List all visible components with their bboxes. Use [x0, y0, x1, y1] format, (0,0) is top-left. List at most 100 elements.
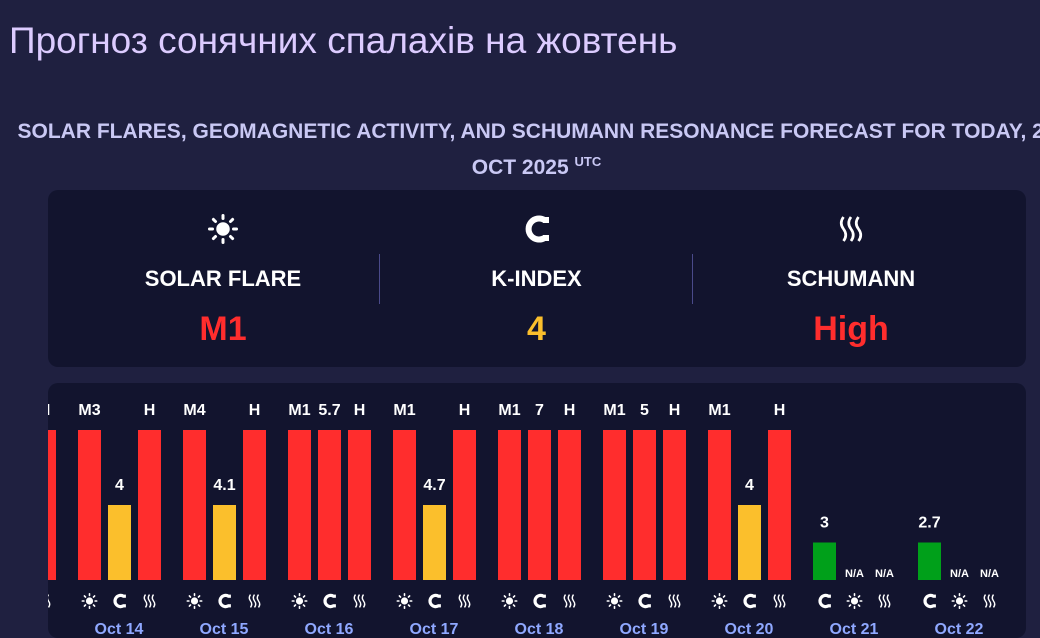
metric-icon	[396, 593, 413, 609]
bar-label: M3	[78, 402, 100, 419]
metric-icon	[606, 593, 623, 609]
metric-icon	[743, 593, 758, 609]
bar	[78, 430, 101, 580]
bar-label: 5.7	[318, 402, 340, 419]
icon	[522, 214, 552, 244]
bar-label: N/A	[845, 568, 864, 580]
summary-value: High	[813, 310, 889, 348]
metric-icon	[923, 593, 938, 609]
divider	[379, 254, 380, 304]
bar	[348, 430, 371, 580]
summary-cell: K-INDEX 4	[380, 190, 693, 367]
bar-label: M1	[288, 402, 310, 419]
bar-label: 7	[535, 402, 544, 419]
metric-icon	[563, 593, 576, 609]
metric-icon	[773, 593, 786, 609]
metric-icon	[353, 593, 366, 609]
bar	[288, 430, 311, 580]
metric-icon	[533, 593, 548, 609]
bar-label: M1	[393, 402, 415, 419]
bar-label: H	[249, 402, 261, 419]
bar-label: 3	[820, 515, 829, 532]
metric-icon	[428, 593, 443, 609]
date-label: Oct 14	[95, 621, 144, 638]
summary-cell: SCHUMANN High	[693, 190, 1009, 367]
date-label: Oct 22	[935, 621, 984, 638]
bar	[633, 430, 656, 580]
bar	[603, 430, 626, 580]
bar-label: H	[774, 402, 786, 419]
metric-icon	[638, 593, 653, 609]
bar	[243, 430, 266, 580]
metric-icon	[878, 593, 891, 609]
summary-label: SCHUMANN	[786, 266, 916, 291]
icon	[208, 214, 238, 244]
bar-label: H	[669, 402, 681, 419]
date-label: Oct 17	[410, 621, 459, 638]
bar-label: N/A	[875, 568, 894, 580]
icon	[836, 214, 866, 244]
metric-icon	[291, 593, 308, 609]
metric-icon	[143, 593, 156, 609]
bar-label: M1	[708, 402, 730, 419]
bar	[423, 505, 446, 580]
bar-label: 5	[640, 402, 649, 419]
metric-icon	[846, 593, 863, 609]
bar-label: 4	[745, 477, 754, 494]
summary-label: SOLAR FLARE	[144, 266, 302, 291]
bar-label: M1	[603, 402, 625, 419]
bar	[498, 430, 521, 580]
bar-label: M4	[183, 402, 205, 419]
metric-icon	[186, 593, 203, 609]
date-label: Oct 20	[725, 621, 774, 638]
bar	[708, 430, 731, 580]
metric-icon	[668, 593, 681, 609]
date-label: Oct 15	[200, 621, 249, 638]
metric-icon	[951, 593, 968, 609]
date-label: Oct 18	[515, 621, 564, 638]
bar-label: N/A	[980, 568, 999, 580]
summary-value: M1	[199, 310, 247, 348]
date-label: Oct 21	[830, 621, 879, 638]
bar-label: N/A	[950, 568, 969, 580]
summary-label: K-INDEX	[491, 266, 582, 291]
metric-icon	[818, 593, 833, 609]
bar-label: 4	[115, 477, 124, 494]
bar-label: 2.7	[918, 515, 940, 532]
bar	[453, 430, 476, 580]
metric-icon	[113, 593, 128, 609]
summary-card: SOLAR FLARE M1 K-INDEX 4 SCHUMANN High	[48, 190, 1026, 367]
bar-label: 4.1	[213, 477, 235, 494]
metric-icon	[81, 593, 98, 609]
forecast-title-text: SOLAR FLARES, GEOMAGNETIC ACTIVITY, AND …	[17, 120, 1040, 179]
bar-label: H	[48, 402, 50, 419]
bar-label: H	[144, 402, 156, 419]
bar	[138, 430, 161, 580]
bar-label: H	[459, 402, 471, 419]
bar	[393, 430, 416, 580]
bar	[183, 430, 206, 580]
date-label: Oct 19	[620, 621, 669, 638]
metric-icon	[248, 593, 261, 609]
bar	[48, 430, 56, 580]
summary-cell: SOLAR FLARE M1	[48, 190, 398, 367]
date-label: Oct 16	[305, 621, 354, 638]
summary-value: 4	[527, 310, 546, 348]
bar-label: M1	[498, 402, 520, 419]
chart: H M3 4 H Oct 14 M4 4.1 H Oct 15 M1 5.7 H Oct 16 M1 4.7…	[48, 383, 1026, 638]
forecast-title: SOLAR FLARES, GEOMAGNETIC ACTIVITY, AND …	[0, 117, 1040, 183]
metric-icon	[501, 593, 518, 609]
bar	[558, 430, 581, 580]
bar	[918, 542, 941, 580]
page-title: Прогноз сонячних спалахів на жовтень	[9, 20, 678, 61]
metric-icon	[323, 593, 338, 609]
metric-icon	[48, 593, 51, 609]
bar	[813, 542, 836, 580]
bar	[213, 505, 236, 580]
bar	[108, 505, 131, 580]
bar-label: H	[354, 402, 366, 419]
bar-label: 4.7	[423, 477, 445, 494]
metric-icon	[711, 593, 728, 609]
plot: H M3 4 H Oct 14 M4 4.1 H Oct 15 M1 5.7 H Oct 16 M1 4.7…	[48, 402, 999, 638]
